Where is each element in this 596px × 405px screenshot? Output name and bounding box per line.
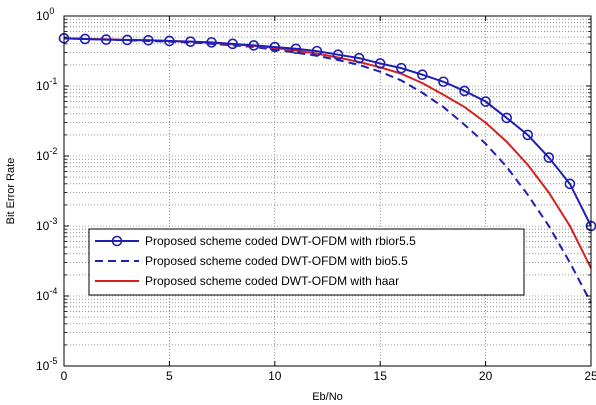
x-tick-label: 10 bbox=[268, 369, 282, 383]
series-1-marker bbox=[227, 38, 238, 50]
series-1-marker bbox=[480, 96, 491, 107]
series-line-2 bbox=[63, 37, 592, 304]
series-1-marker bbox=[206, 37, 217, 48]
series-1-marker bbox=[417, 69, 428, 81]
series-1-marker bbox=[121, 34, 133, 46]
series-1-marker bbox=[269, 41, 281, 53]
series-1-marker bbox=[100, 34, 112, 45]
legend-label-3: Proposed scheme coded DWT-OFDM with haar bbox=[145, 274, 399, 288]
x-tick-label: 25 bbox=[584, 369, 596, 383]
series-1-marker bbox=[290, 43, 302, 55]
x-tick-label: 20 bbox=[479, 369, 493, 383]
series-1-marker bbox=[395, 62, 407, 74]
series-layer bbox=[58, 33, 596, 304]
series-1-marker bbox=[353, 52, 365, 64]
series-1-marker bbox=[374, 58, 386, 69]
grid-lines bbox=[64, 16, 591, 366]
series-1-marker bbox=[143, 34, 154, 46]
series-1-marker bbox=[501, 112, 512, 124]
series-1-marker bbox=[311, 45, 323, 57]
series-1-marker bbox=[564, 178, 576, 190]
legend-marker-1 bbox=[111, 235, 123, 247]
series-1-marker bbox=[164, 35, 175, 47]
series-1-marker bbox=[332, 49, 344, 60]
series-1-marker bbox=[459, 85, 470, 97]
series-1-marker bbox=[248, 40, 260, 51]
x-tick-label: 0 bbox=[61, 369, 68, 383]
series-1-marker bbox=[522, 129, 534, 141]
x-tick-label: 15 bbox=[374, 369, 388, 383]
legend-label-2: Proposed scheme coded DWT-OFDM with bio5… bbox=[145, 254, 408, 268]
plot-frame bbox=[63, 15, 592, 367]
series-1-marker bbox=[185, 36, 196, 47]
y-axis-label: Bit Error Rate bbox=[5, 158, 17, 225]
series-1-marker bbox=[438, 76, 449, 88]
legend: Proposed scheme coded DWT-OFDM with rbio… bbox=[88, 228, 525, 296]
series-1-marker bbox=[543, 152, 555, 163]
x-tick-label: 5 bbox=[166, 369, 173, 383]
x-axis-label: Eb/No bbox=[312, 391, 343, 403]
legend-box bbox=[88, 228, 525, 296]
series-1-marker bbox=[79, 33, 91, 45]
legend-label-1: Proposed scheme coded DWT-OFDM with rbio… bbox=[145, 234, 416, 248]
